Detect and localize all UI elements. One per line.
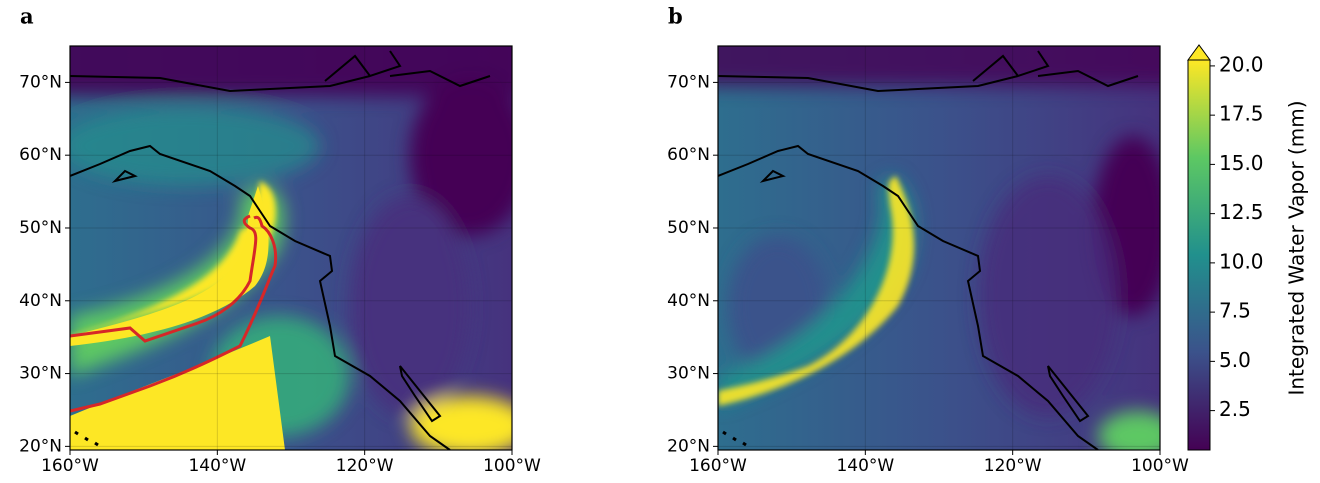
colorbar-tick-label: 5.0 [1219, 348, 1251, 372]
colorbar-tick-label: 12.5 [1219, 200, 1264, 224]
x-tick-label: 100°W [483, 456, 541, 476]
axes-frame [69, 45, 513, 451]
colorbar-tick-label: 20.0 [1219, 52, 1264, 76]
x-tick-label: 160°W [689, 456, 747, 476]
y-tick-label: 70°N [19, 72, 62, 92]
y-tick-label: 60°N [19, 145, 62, 165]
y-tick-label: 20°N [19, 436, 62, 456]
colorbar-tick-label: 10.0 [1219, 249, 1264, 273]
field-a [70, 46, 512, 450]
panel-label: b [668, 4, 683, 29]
x-tick-label: 100°W [1131, 456, 1189, 476]
colorbar-tick-label: 2.5 [1219, 397, 1251, 421]
colorbar-extend [1187, 44, 1211, 61]
colorbar-tick-label: 17.5 [1219, 102, 1264, 126]
x-tick-label: 140°W [836, 456, 894, 476]
y-tick-label: 50°N [19, 218, 62, 238]
colorbar-tick-label: 15.0 [1219, 151, 1264, 175]
y-tick-label: 70°N [667, 72, 710, 92]
y-tick-label: 20°N [667, 436, 710, 456]
colorbar-label: Integrated Water Vapor (mm) [1285, 100, 1309, 395]
y-tick-label: 40°N [19, 291, 62, 311]
panel-label: a [20, 4, 34, 29]
axes-frame [717, 45, 1161, 451]
x-tick-label: 120°W [336, 456, 394, 476]
y-tick-label: 60°N [667, 145, 710, 165]
x-tick-label: 160°W [41, 456, 99, 476]
x-tick-label: 140°W [188, 456, 246, 476]
colorbar-frame [1187, 60, 1211, 451]
y-tick-label: 40°N [667, 291, 710, 311]
y-tick-label: 50°N [667, 218, 710, 238]
y-tick-label: 30°N [19, 364, 62, 384]
y-tick-label: 30°N [667, 364, 710, 384]
colorbar [1188, 60, 1210, 450]
colorbar-tick-label: 7.5 [1219, 299, 1251, 323]
field-b [718, 46, 1160, 450]
x-tick-label: 120°W [984, 456, 1042, 476]
